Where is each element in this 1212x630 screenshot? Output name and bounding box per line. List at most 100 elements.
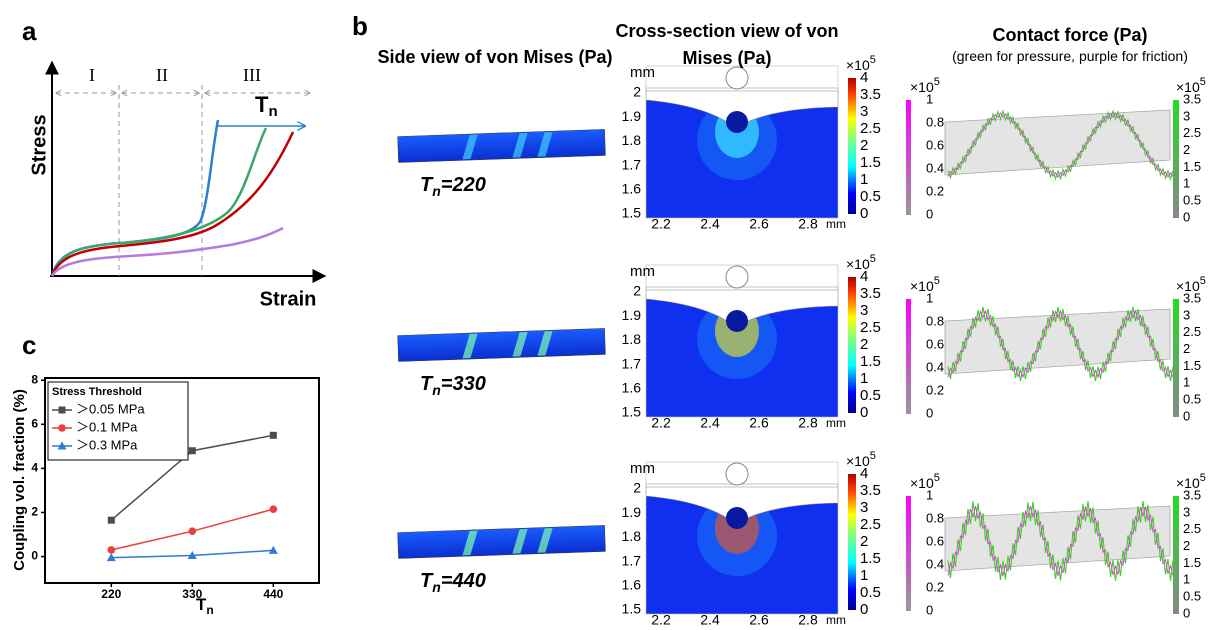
x-tick-label: 2.4 — [700, 415, 720, 431]
colorbar-tick-label: 2 — [860, 336, 868, 353]
y-tick-label: 1.7 — [622, 552, 642, 568]
beam — [397, 525, 606, 559]
y-tick-label: 1.6 — [622, 181, 642, 197]
colorbar-tick-label: 3 — [1183, 504, 1190, 519]
curve — [50, 226, 284, 277]
panel-label: a — [22, 16, 37, 46]
indenter — [726, 507, 748, 529]
subscript: n — [432, 183, 441, 199]
colorbar-tick-label: 3.5 — [1183, 290, 1201, 305]
y-tick-label: 1.8 — [622, 132, 642, 148]
colorbar-tick-label: 1 — [860, 370, 868, 387]
indenter-outline — [725, 66, 749, 90]
unit-label: mm — [826, 613, 846, 627]
exponent: 5 — [934, 76, 940, 88]
x-tick-label: 2.8 — [798, 612, 818, 628]
unit-label: mm — [630, 64, 655, 81]
multiplier: ×10 — [1176, 278, 1200, 294]
colorbar-tick-label: 0.5 — [1183, 392, 1201, 407]
stress-band — [537, 331, 553, 356]
colorbar-tick-label: 0 — [1183, 209, 1190, 224]
marker — [188, 447, 196, 455]
tension-label: Tn=220 — [420, 174, 486, 198]
colorbar-tick-label: 0.4 — [926, 359, 944, 374]
exponent: 5 — [934, 275, 940, 287]
colorbar — [906, 100, 911, 215]
x-tick-label: 2.2 — [651, 612, 671, 628]
stress-band — [512, 529, 528, 554]
unit-label: mm — [826, 416, 846, 430]
colorbar-tick-label: 0 — [860, 205, 868, 222]
x-tick-label: 220 — [101, 587, 121, 601]
colorbar-tick-label: 1.5 — [1183, 159, 1201, 174]
multiplier: ×10 — [910, 475, 934, 491]
tension-label: Tn=440 — [420, 570, 486, 594]
stress-band — [462, 530, 478, 556]
side-view — [397, 129, 606, 163]
colorbar-tick-label: 4 — [860, 69, 868, 86]
exponent: 5 — [870, 450, 876, 462]
friction-trace — [947, 112, 1174, 178]
y-tick-label: 4 — [31, 461, 38, 475]
colorbar-tick-label: 3 — [1183, 108, 1190, 123]
colorbar-tick-label: 0 — [1183, 408, 1190, 423]
colorbar-tick-label: 0 — [926, 602, 933, 617]
beam — [397, 129, 606, 163]
colorbar — [848, 474, 856, 610]
colorbar-tick-label: 1 — [1183, 176, 1190, 191]
scale-multiplier: ×105 — [910, 76, 940, 95]
stage-label: I — [89, 65, 95, 85]
y-tick-label: 1.7 — [622, 355, 642, 371]
colorbar-tick-label: 3 — [860, 499, 868, 516]
colorbar-tick-label: 2 — [1183, 538, 1190, 553]
y-tick-label: 1.7 — [622, 156, 642, 172]
y-axis-label: Coupling vol. fraction (%) — [11, 389, 28, 571]
panel-title: Cross-section view of von Mises (Pa) — [615, 21, 839, 68]
colorbar-tick-label: 0.6 — [926, 336, 944, 351]
legend-marker — [57, 441, 67, 450]
y-tick-label: 2 — [31, 505, 38, 519]
colorbar — [906, 299, 911, 414]
symbol: T — [420, 570, 434, 592]
value: =440 — [441, 570, 486, 592]
x-tick-label: 2.2 — [651, 415, 671, 431]
colorbar-tick-label: 0 — [926, 206, 933, 221]
x-tick-label: 2.6 — [749, 415, 769, 431]
scale-multiplier: ×105 — [1176, 472, 1206, 491]
scale-multiplier: ×105 — [910, 275, 940, 294]
colorbar-tick-label: 2.5 — [1183, 125, 1201, 140]
legend-label: ＞0.05 MPa — [76, 401, 145, 416]
indenter-outline — [725, 265, 749, 289]
colorbar-tick-label: 3.5 — [1183, 91, 1201, 106]
colorbar-tick-label: 3 — [1183, 307, 1190, 322]
colorbar-tick-label: 0.2 — [926, 183, 944, 198]
series — [106, 545, 278, 562]
axis-label: Strain — [260, 288, 317, 310]
colorbar-tick-label: 3.5 — [860, 285, 881, 302]
schematic: I II III Tn Stress Strain — [28, 60, 327, 310]
series — [107, 505, 278, 554]
y-tick-label: 1.9 — [622, 504, 642, 520]
panel-subtitle: (green for pressure, purple for friction… — [952, 48, 1188, 64]
stress-halo — [697, 299, 777, 379]
subscript: n — [268, 103, 277, 120]
colorbar-tick-label: 3.5 — [860, 86, 881, 103]
tension-label: Tn=330 — [420, 373, 486, 397]
panel-label: c — [22, 330, 36, 360]
multiplier: ×10 — [910, 79, 934, 95]
cross-frame — [645, 461, 839, 615]
colorbar-tick-label: 0.2 — [926, 579, 944, 594]
legend-box — [47, 381, 189, 461]
colorbar-tick-label: 0.5 — [1183, 589, 1201, 604]
side-view — [397, 525, 606, 559]
indenter-outline — [725, 462, 749, 486]
y-tick-label: 6 — [31, 416, 38, 430]
y-tick-label: 1.5 — [622, 205, 642, 221]
symbol: T — [420, 373, 434, 395]
colorbar-tick-label: 0.5 — [1183, 193, 1201, 208]
colorbar-tick-label: 1.5 — [1183, 358, 1201, 373]
colorbar-tick-label: 1.5 — [1183, 555, 1201, 570]
